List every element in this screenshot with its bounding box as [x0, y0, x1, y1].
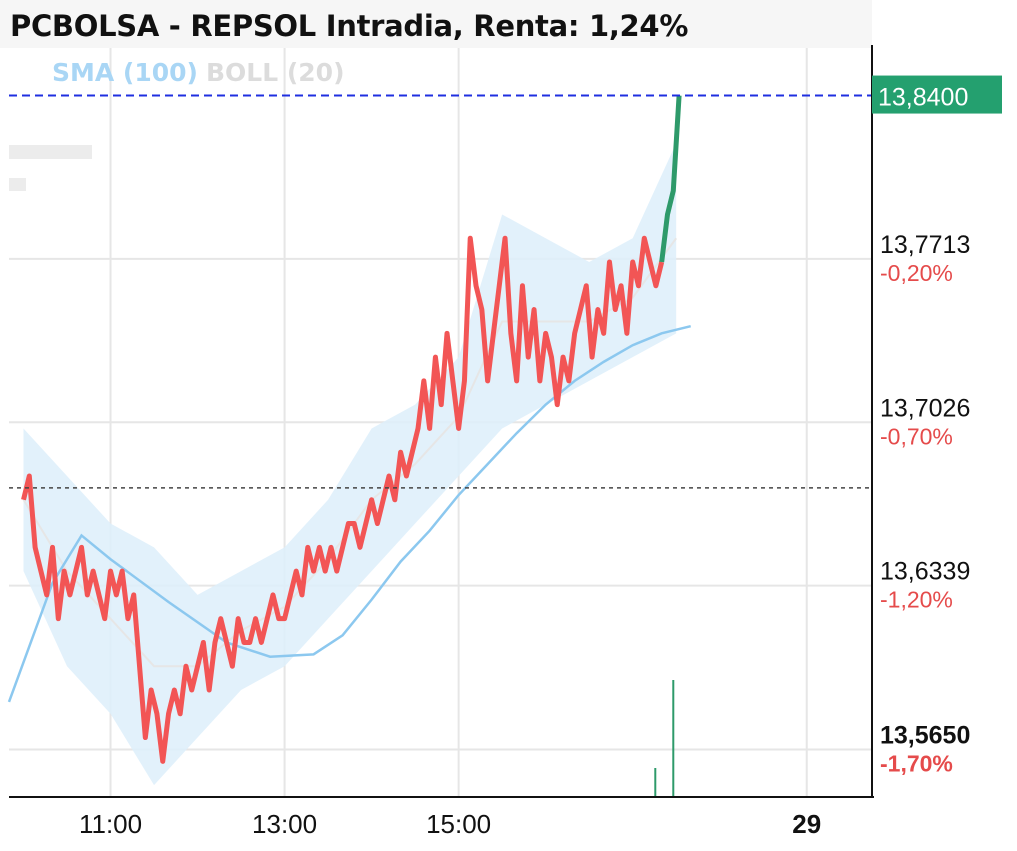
- last-price-label: 13,8400: [878, 84, 968, 112]
- y-tick-price: 13,7713: [880, 231, 970, 259]
- price-line-group: [21, 95, 682, 764]
- volume-bars: [654, 680, 675, 797]
- y-tick-pct: -0,70%: [880, 423, 953, 449]
- last-price-badge-group[interactable]: 13,8400: [872, 75, 1002, 114]
- x-tick-label: 11:00: [79, 809, 142, 839]
- legend-boll[interactable]: BOLL (20): [205, 58, 345, 87]
- sma-line: [7, 324, 691, 703]
- y-tick-pct: -1,70%: [880, 750, 953, 776]
- x-tick-label: 13:00: [252, 809, 317, 839]
- indicator-legend[interactable]: SMA (100) BOLL (20): [52, 58, 345, 87]
- price-line: [21, 235, 665, 764]
- last-price-badge: [872, 75, 1002, 114]
- bollinger-band: [22, 143, 677, 786]
- sma-line-group: [7, 324, 691, 703]
- reference-line-group: [9, 94, 872, 489]
- x-tick-labels: 11:00 13:00 15:00 29: [79, 809, 821, 839]
- price-line-up: [659, 95, 682, 263]
- y-tick-pct: -1,20%: [880, 587, 953, 613]
- bollinger-area: [23, 143, 677, 786]
- overlay-placeholder: [9, 145, 92, 159]
- title-bar: PCBOLSA - REPSOL Intradia, Renta: 1,24%: [0, 0, 872, 48]
- y-tick-labels: 13,7713-0,20% 13,7026-0,70% 13,6339-1,20% 1…: [880, 231, 970, 777]
- legend-sma[interactable]: SMA (100): [52, 58, 198, 87]
- y-tick-price: 13,7026: [880, 394, 970, 422]
- x-tick-label: 29: [792, 809, 821, 839]
- x-tick-label: 15:00: [426, 809, 491, 839]
- overlay-placeholder: [9, 178, 26, 191]
- y-tick-price: 13,6339: [880, 558, 970, 586]
- y-tick-pct: -0,20%: [880, 260, 953, 286]
- y-tick-price: 13,5650: [880, 721, 970, 749]
- chart-title: PCBOLSA - REPSOL Intradia, Renta: 1,24%: [10, 9, 689, 43]
- bollinger-midline: [22, 237, 677, 668]
